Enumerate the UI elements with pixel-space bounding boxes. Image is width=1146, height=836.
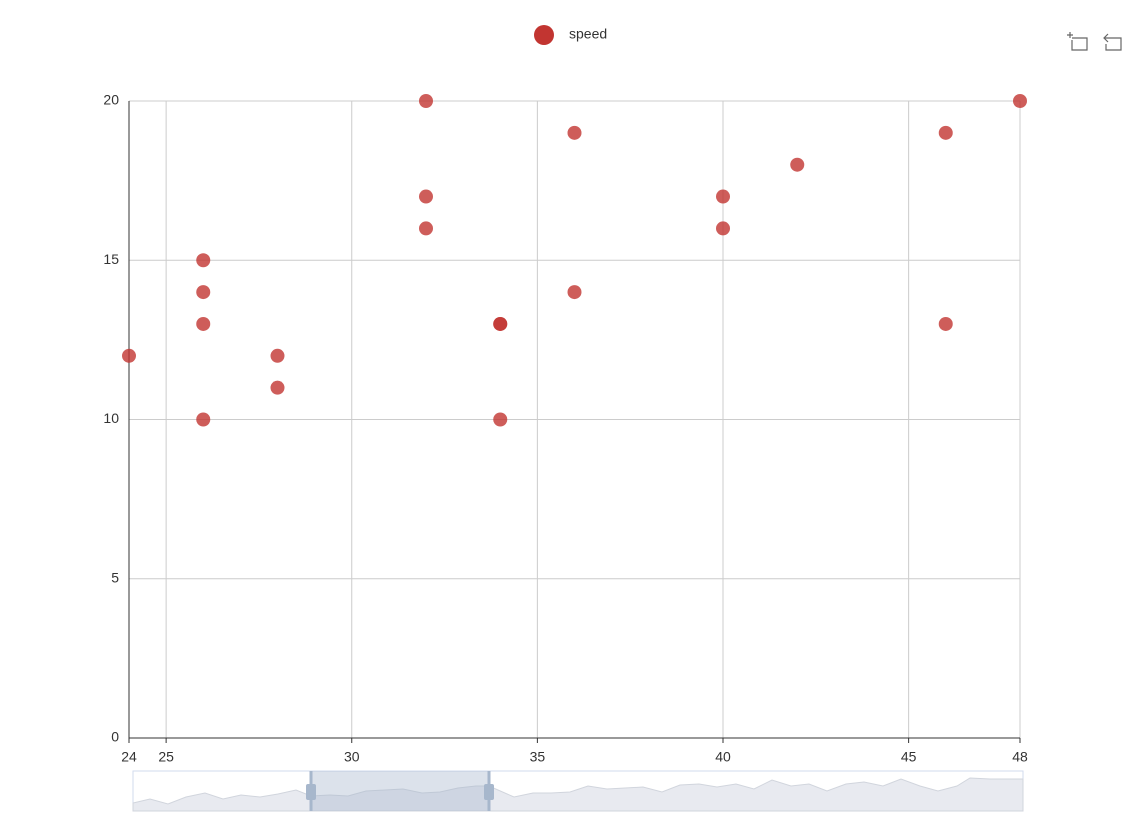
reset-icon[interactable]	[1103, 33, 1122, 51]
point	[493, 412, 508, 427]
x-tick-label: 30	[344, 749, 360, 765]
zoom-handle[interactable]	[306, 784, 316, 800]
data-zoom[interactable]	[132, 770, 1024, 812]
zoom-selection[interactable]	[311, 771, 489, 811]
point	[716, 189, 730, 204]
point	[270, 380, 285, 395]
zoom-shadow	[132, 777, 1024, 812]
y-tick-label: 10	[103, 410, 119, 426]
point	[419, 94, 433, 108]
y-tick-label: 0	[111, 729, 119, 745]
point	[567, 125, 582, 140]
x-tick-label: 35	[530, 749, 546, 765]
point	[419, 221, 433, 236]
x-tick-label: 48	[1012, 749, 1028, 765]
point	[1013, 94, 1027, 108]
point	[270, 348, 285, 363]
point	[419, 189, 433, 204]
y-tick-label: 5	[111, 569, 119, 585]
point	[938, 125, 953, 140]
legend-symbol	[534, 25, 554, 45]
point	[716, 221, 730, 236]
zoom-icon[interactable]	[1067, 32, 1088, 51]
point	[493, 316, 508, 331]
point	[196, 412, 211, 427]
point	[567, 285, 582, 300]
point	[122, 348, 136, 363]
y-tick-label: 15	[103, 251, 119, 267]
x-tick-label: 25	[158, 749, 174, 765]
point	[196, 316, 211, 331]
toolbox[interactable]	[1067, 32, 1122, 51]
plot: 0 5 10 15 20 24 25 30 35 40 45 48	[103, 92, 1028, 765]
x-tick-label: 45	[901, 749, 917, 765]
point	[196, 285, 211, 300]
point	[790, 157, 805, 172]
point	[196, 253, 211, 268]
legend: speed	[534, 25, 607, 45]
point	[938, 316, 953, 331]
x-tick-label: 24	[121, 749, 137, 765]
x-tick-label: 40	[715, 749, 731, 765]
y-tick-label: 20	[103, 92, 119, 108]
legend-label: speed	[569, 26, 607, 42]
zoom-handle[interactable]	[484, 784, 494, 800]
